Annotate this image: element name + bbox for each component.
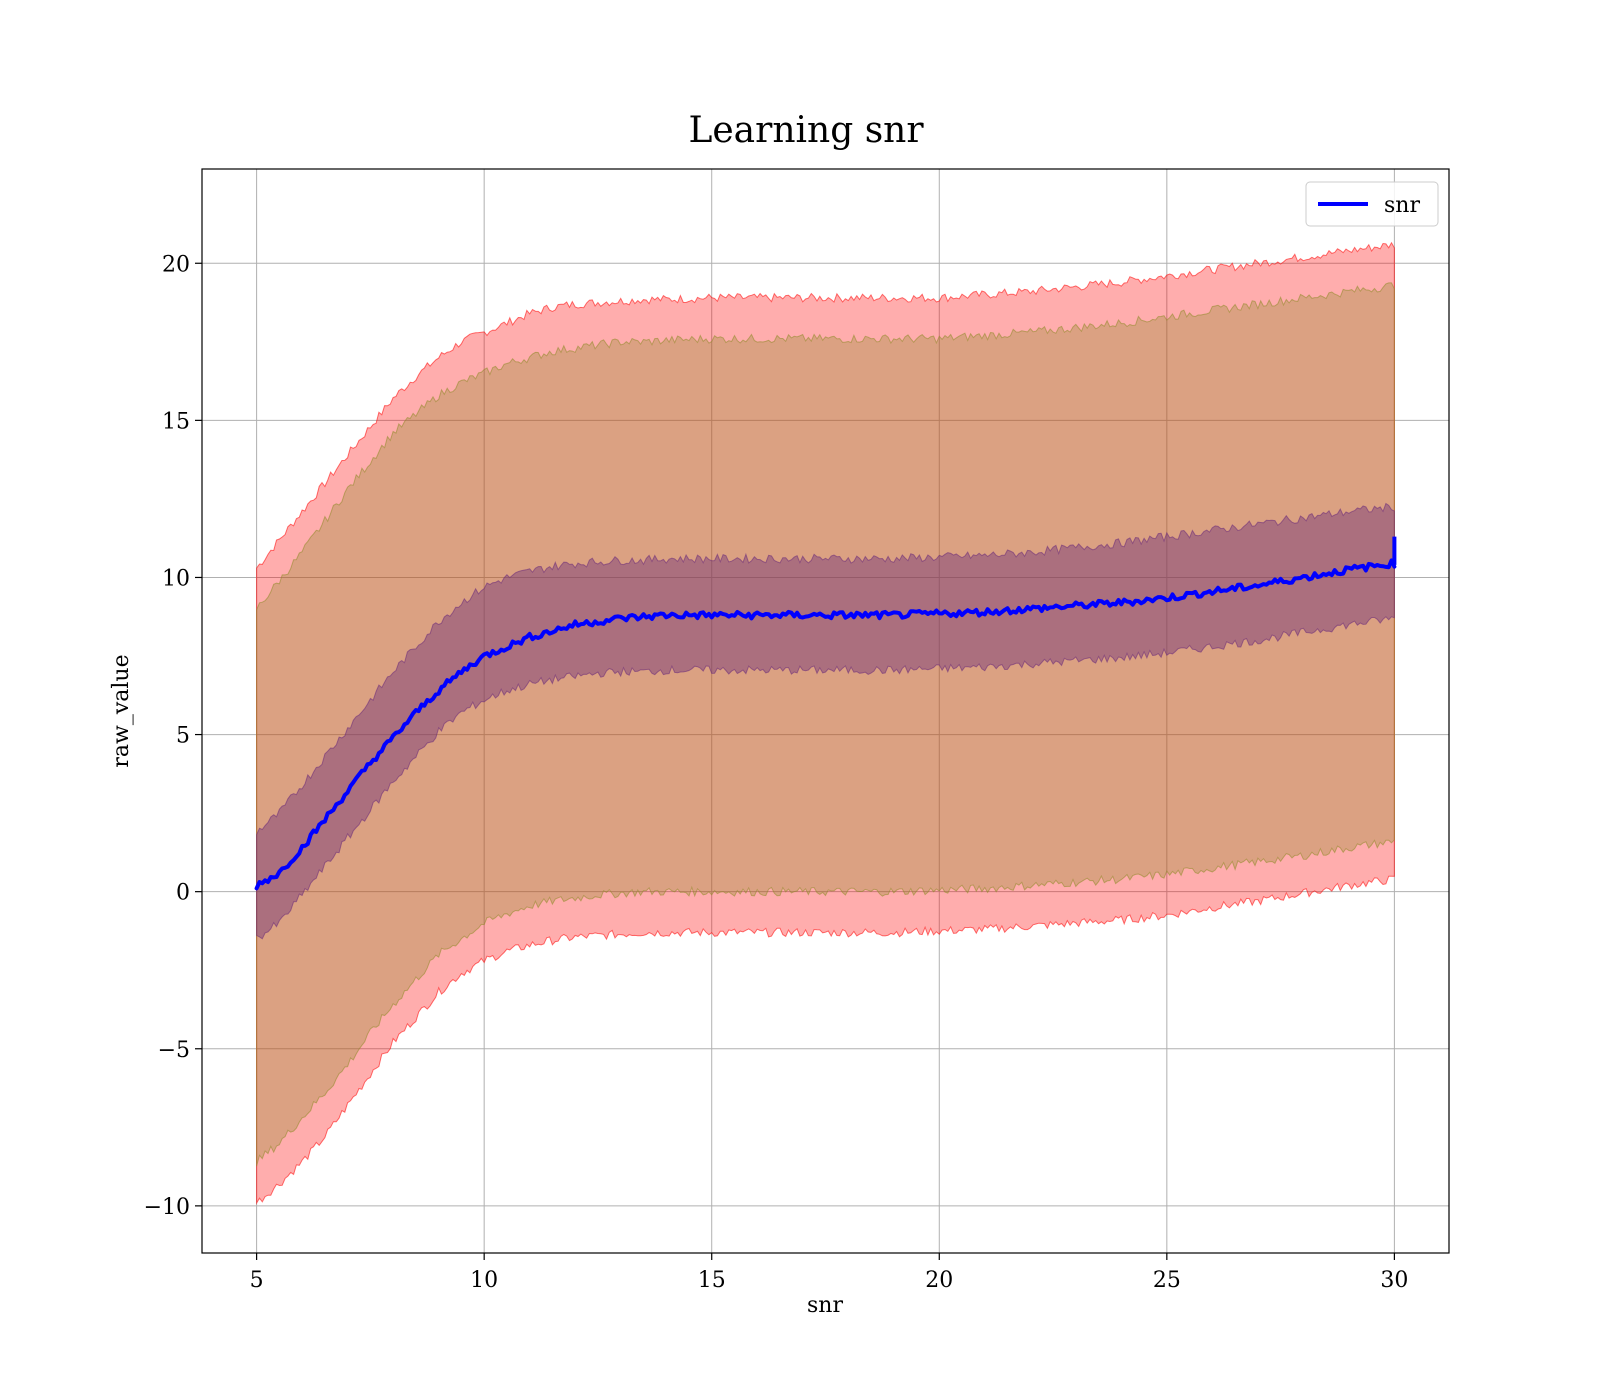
x-tick-label: 15 — [698, 1268, 726, 1293]
plot-frame — [201, 168, 1450, 1254]
legend-box — [1305, 181, 1439, 227]
y-tick-label: 0 — [176, 881, 190, 906]
x-tick-label: 5 — [250, 1268, 264, 1293]
x-tick-label: 10 — [470, 1268, 498, 1293]
y-tick-label: 15 — [162, 409, 190, 434]
series-line-snr — [254, 558, 1397, 891]
y-tick-label: −10 — [144, 1195, 190, 1220]
legend-label-snr: snr — [1384, 193, 1420, 218]
band-middle — [256, 282, 1395, 1167]
band-outer — [256, 241, 1395, 1205]
y-tick-label: 10 — [162, 566, 190, 591]
x-tick-label: 30 — [1380, 1268, 1408, 1293]
confidence-bands — [256, 241, 1395, 1205]
axis-ticks: 5 10 15 20 25 30 −10 −5 0 5 10 15 20 — [144, 252, 1409, 1293]
x-axis-label: snr — [807, 1293, 843, 1318]
x-tick-label: 20 — [925, 1268, 953, 1293]
y-tick-label: 5 — [176, 724, 190, 749]
y-tick-label: 20 — [162, 252, 190, 277]
x-tick-label: 25 — [1153, 1268, 1181, 1293]
chart-title: Learning snr — [688, 110, 924, 151]
series-lines — [254, 536, 1397, 891]
band-inner — [256, 502, 1395, 940]
legend: snr — [1305, 181, 1439, 227]
y-tick-label: −5 — [158, 1038, 190, 1063]
y-axis-label: raw_value — [109, 654, 134, 767]
